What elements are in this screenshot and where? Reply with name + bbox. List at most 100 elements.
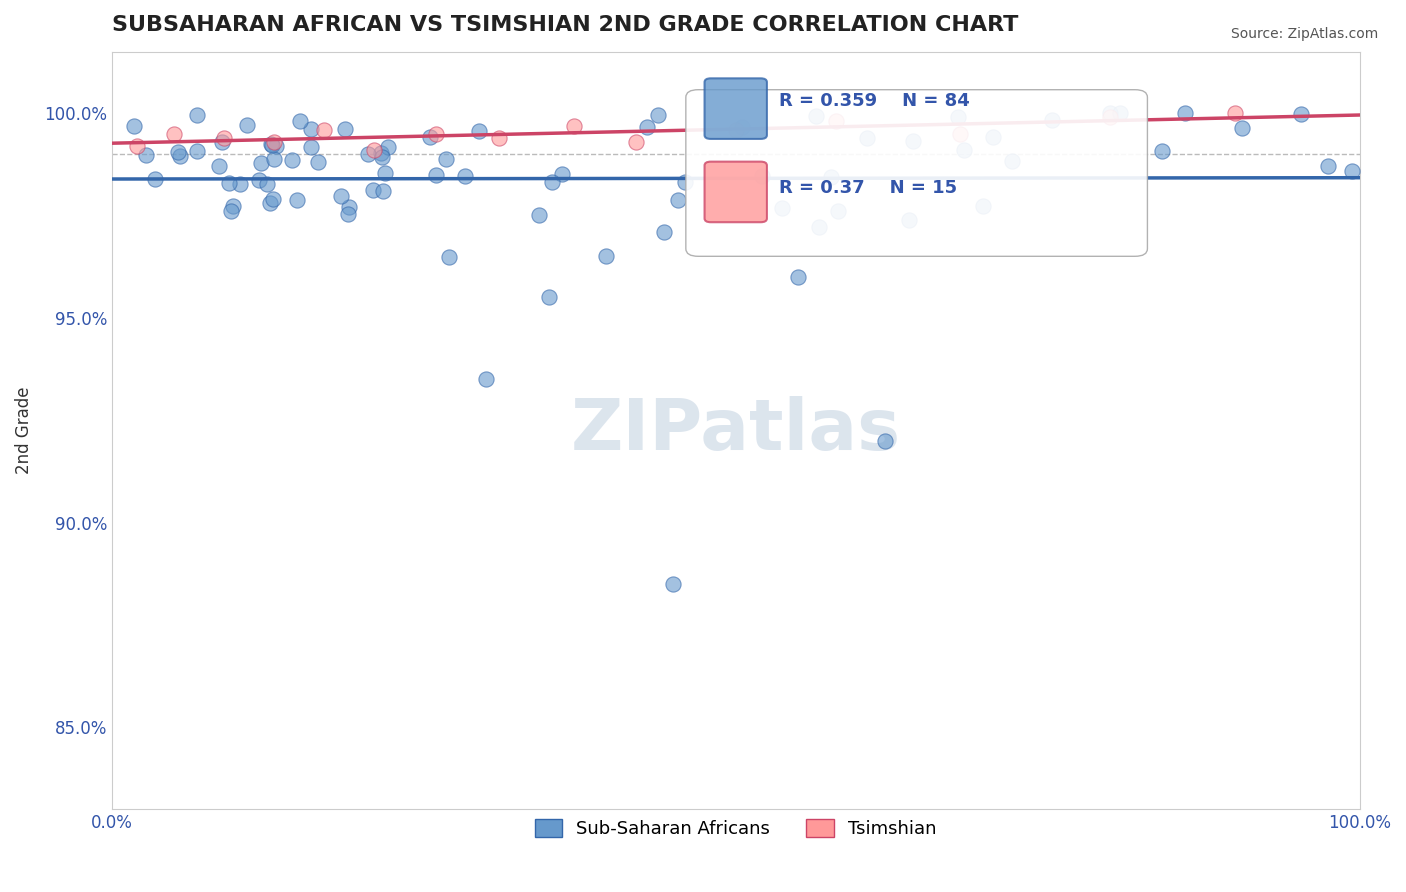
Point xyxy=(250,156,273,170)
Point xyxy=(1098,111,1121,125)
Point xyxy=(624,135,647,149)
Point xyxy=(527,208,550,222)
Point xyxy=(475,372,498,386)
Text: R = 0.37    N = 15: R = 0.37 N = 15 xyxy=(779,179,957,197)
Point xyxy=(335,122,357,136)
Point xyxy=(540,175,562,189)
Point xyxy=(787,270,810,285)
Point xyxy=(263,135,285,149)
Point xyxy=(256,178,278,192)
Point xyxy=(1341,163,1364,178)
Text: SUBSAHARAN AFRICAN VS TSIMSHIAN 2ND GRADE CORRELATION CHART: SUBSAHARAN AFRICAN VS TSIMSHIAN 2ND GRAD… xyxy=(112,15,1018,35)
Point xyxy=(211,135,233,149)
Point xyxy=(285,193,308,207)
Point xyxy=(652,225,675,239)
Point xyxy=(371,150,394,164)
Point xyxy=(1098,106,1121,120)
Point xyxy=(186,108,208,122)
Point xyxy=(377,140,399,154)
Point xyxy=(488,130,510,145)
Point xyxy=(143,172,166,186)
Point xyxy=(751,169,773,183)
Point xyxy=(247,173,270,187)
Point xyxy=(724,122,747,136)
Point xyxy=(1289,107,1312,121)
Point xyxy=(454,169,477,183)
Point xyxy=(260,137,283,152)
Point xyxy=(434,152,457,166)
Point xyxy=(329,188,352,202)
Point xyxy=(264,139,287,153)
Point xyxy=(662,577,685,591)
Point xyxy=(299,139,322,153)
Point xyxy=(281,153,304,167)
Point xyxy=(770,201,793,215)
Point xyxy=(972,199,994,213)
Point xyxy=(339,200,361,214)
Point xyxy=(262,192,284,206)
Point xyxy=(236,118,259,132)
Point xyxy=(307,155,329,169)
Point xyxy=(1150,144,1173,158)
Legend: Sub-Saharan Africans, Tsimshian: Sub-Saharan Africans, Tsimshian xyxy=(527,812,943,846)
Point xyxy=(212,130,235,145)
Point xyxy=(425,127,447,141)
Point xyxy=(1316,159,1339,173)
Point xyxy=(260,137,283,152)
Point xyxy=(374,166,396,180)
Point xyxy=(855,130,877,145)
Point xyxy=(363,143,385,157)
Point xyxy=(166,145,188,159)
Point xyxy=(647,108,669,122)
Y-axis label: 2nd Grade: 2nd Grade xyxy=(15,387,32,475)
Point xyxy=(1001,154,1024,169)
Point xyxy=(1223,106,1246,120)
Point xyxy=(371,184,394,198)
Point xyxy=(820,170,842,185)
Point xyxy=(218,176,240,190)
Text: ZIPatlas: ZIPatlas xyxy=(571,396,901,465)
Point xyxy=(425,168,447,182)
Point xyxy=(419,130,441,145)
Point xyxy=(124,119,146,133)
Text: Source: ZipAtlas.com: Source: ZipAtlas.com xyxy=(1230,27,1378,41)
FancyBboxPatch shape xyxy=(686,90,1147,256)
Point xyxy=(263,152,285,166)
Point xyxy=(827,204,849,219)
Point xyxy=(897,212,920,227)
Point xyxy=(186,145,208,159)
Point xyxy=(636,120,658,135)
Point xyxy=(550,167,572,181)
Point xyxy=(807,219,830,234)
Point xyxy=(361,183,384,197)
Point xyxy=(219,204,242,219)
Point xyxy=(125,139,148,153)
Point xyxy=(806,109,828,123)
Point xyxy=(169,148,191,162)
Point xyxy=(949,127,972,141)
Point xyxy=(135,147,157,161)
Point xyxy=(824,114,846,128)
Point xyxy=(981,130,1004,145)
Point xyxy=(312,122,335,136)
Point xyxy=(259,196,281,211)
Point xyxy=(357,146,380,161)
Point xyxy=(1042,113,1064,128)
Point xyxy=(901,134,924,148)
Point xyxy=(370,145,392,160)
Point xyxy=(337,207,360,221)
Point xyxy=(952,143,974,157)
FancyBboxPatch shape xyxy=(704,78,766,139)
Point xyxy=(875,434,897,448)
FancyBboxPatch shape xyxy=(704,161,766,222)
Text: R = 0.359    N = 84: R = 0.359 N = 84 xyxy=(779,92,970,110)
Point xyxy=(208,159,231,173)
Point xyxy=(468,124,491,138)
Point xyxy=(731,120,754,134)
Point xyxy=(1108,106,1130,120)
Point xyxy=(673,175,696,189)
Point xyxy=(1174,106,1197,120)
Point xyxy=(229,178,252,192)
Point xyxy=(562,119,585,133)
Point xyxy=(946,110,969,124)
